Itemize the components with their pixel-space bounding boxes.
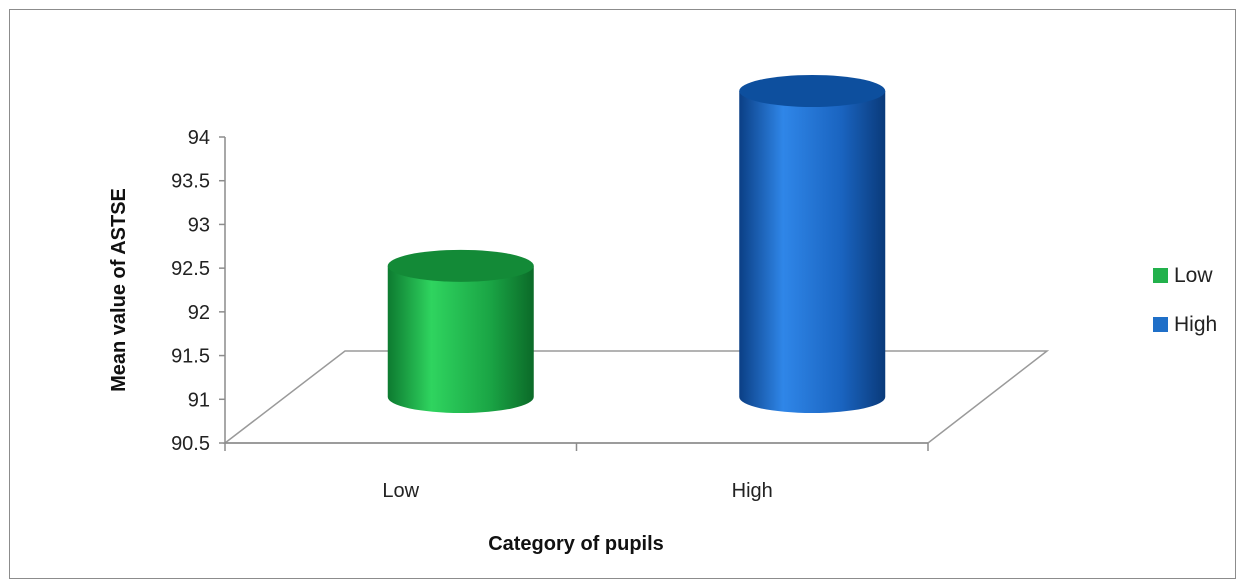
y-ticks: 90.5 91 91.5 92 92.5 93 93.5 94 <box>171 127 225 455</box>
bars <box>387 75 886 413</box>
y-tick-label: 90.5 <box>171 433 210 455</box>
y-tick-label: 91 <box>188 389 210 411</box>
y-axis-title: Mean value of ASTSE <box>108 188 130 392</box>
bar-body <box>739 91 886 413</box>
x-axis-title: Category of pupils <box>488 533 664 555</box>
bar-low <box>387 249 534 413</box>
x-tick-label: Low <box>382 480 419 502</box>
y-tick-label: 93 <box>188 214 210 236</box>
y-tick-label: 94 <box>188 127 210 149</box>
x-tick-label: High <box>732 480 773 502</box>
x-ticks: Low High <box>224 443 929 502</box>
legend-label: Low <box>1174 264 1213 287</box>
bar-top <box>739 75 886 107</box>
y-tick-label: 92.5 <box>171 258 210 280</box>
y-tick-label: 92 <box>188 302 210 324</box>
bar-high <box>739 75 886 413</box>
y-tick-label: 91.5 <box>171 346 210 368</box>
legend-swatch <box>1153 268 1168 283</box>
chart-floor <box>222 350 1050 444</box>
legend-swatch <box>1153 317 1168 332</box>
y-tick-label: 93.5 <box>171 171 210 193</box>
bar-body <box>387 265 534 413</box>
legend-label: High <box>1174 313 1217 336</box>
chart-frame <box>9 9 1236 579</box>
legend: Low High <box>1153 264 1217 336</box>
bar-top <box>387 249 534 282</box>
